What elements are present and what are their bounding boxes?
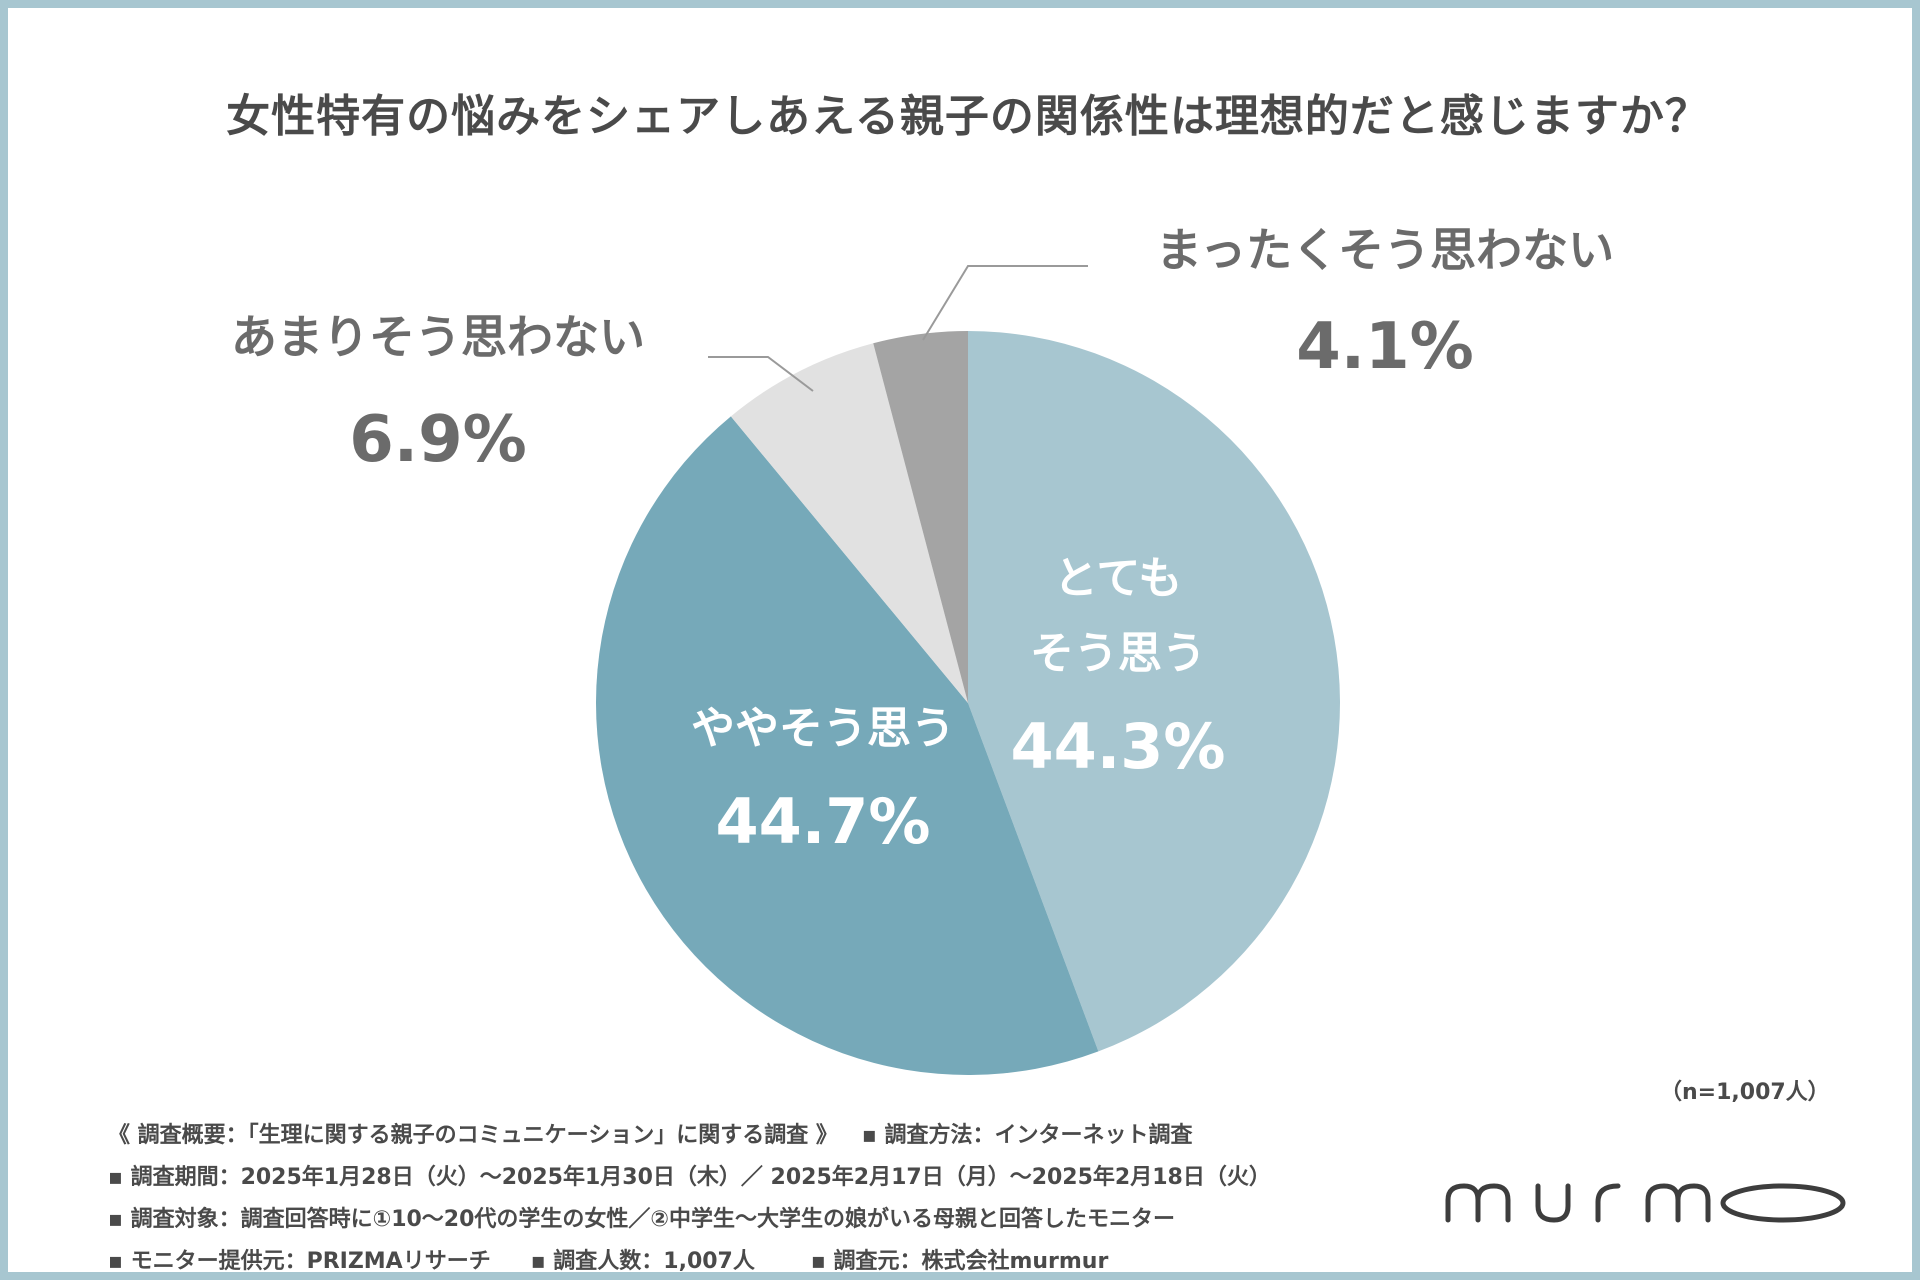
value-somewhat-disagree: 6.9% [349,403,527,477]
notes-line-4: ▪ モニター提供元：PRIZMAリサーチ ▪ 調査人数：1,007人 ▪ 調査元：株… [108,1241,1271,1283]
murmo-logo-icon [1445,1183,1846,1223]
survey-notes: 《 調査概要：「生理に関する親子のコミュニケーション」に関する調査 》 ▪ 調査方… [108,1115,1271,1283]
leader-line [708,356,814,392]
survey-overview: 《 調査概要：「生理に関する親子のコミュニケーション」に関する調査 》 [108,1123,838,1148]
value-strongly-disagree: 4.1% [1296,310,1474,384]
label-very-much-agree: とても [1054,553,1182,604]
survey-count: ▪ 調査人数：1,007人 [530,1249,755,1274]
monitor-provider: ▪ モニター提供元：PRIZMAリサーチ [108,1249,491,1274]
survey-target: ▪ 調査対象：調査回答時に①10～20代の学生の女性／②中学生～大学生の娘がいる… [108,1207,1176,1232]
leader-line [922,265,1088,341]
survey-source: ▪ 調査元：株式会社murmur [810,1249,1109,1274]
notes-line-1: 《 調査概要：「生理に関する親子のコミュニケーション」に関する調査 》 ▪ 調査方… [108,1115,1271,1157]
survey-method: ▪ 調査方法：インターネット調査 [861,1123,1193,1148]
slice-very-much-agree [968,331,1341,1052]
survey-period: ▪ 調査期間：2025年1月28日（火）～2025年1月30日（木）／ 2025… [108,1165,1271,1190]
slice-somewhat-agree [595,416,1099,1076]
value-somewhat-agree: 44.7% [715,785,930,858]
slice-strongly-disagree [873,331,968,703]
label-somewhat-disagree: あまりそう思わない [231,310,645,364]
sample-size-note: （n=1,007人） [1660,1080,1830,1105]
slice-somewhat-disagree [730,343,968,703]
value-very-much-agree: 44.3% [1010,710,1225,783]
label-strongly-disagree: まったくそう思わない [1156,223,1614,277]
label-somewhat-agree: ややそう思う [691,703,955,754]
chart-title: 女性特有の悩みをシェアしあえる親子の関係性は理想的だと感じますか？ [226,91,1710,142]
label-very-much-agree: そう思う [1030,628,1206,679]
